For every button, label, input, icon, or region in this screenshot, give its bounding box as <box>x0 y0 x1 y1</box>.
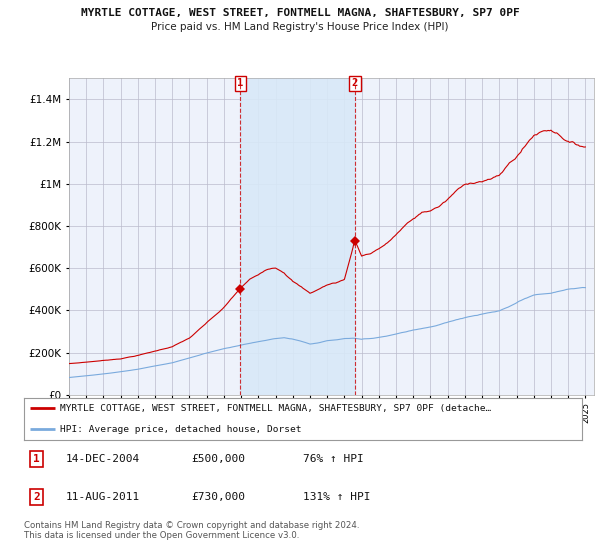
Text: 2: 2 <box>352 78 358 88</box>
Text: Price paid vs. HM Land Registry's House Price Index (HPI): Price paid vs. HM Land Registry's House … <box>151 22 449 32</box>
Text: 76% ↑ HPI: 76% ↑ HPI <box>303 454 364 464</box>
Text: 1: 1 <box>237 78 244 88</box>
Text: 14-DEC-2004: 14-DEC-2004 <box>66 454 140 464</box>
Text: 2: 2 <box>33 492 40 502</box>
Text: £730,000: £730,000 <box>191 492 245 502</box>
Bar <box>241 78 355 395</box>
Text: 11-AUG-2011: 11-AUG-2011 <box>66 492 140 502</box>
Text: MYRTLE COTTAGE, WEST STREET, FONTMELL MAGNA, SHAFTESBURY, SP7 0PF: MYRTLE COTTAGE, WEST STREET, FONTMELL MA… <box>80 8 520 18</box>
Text: 131% ↑ HPI: 131% ↑ HPI <box>303 492 371 502</box>
Text: £500,000: £500,000 <box>191 454 245 464</box>
Text: MYRTLE COTTAGE, WEST STREET, FONTMELL MAGNA, SHAFTESBURY, SP7 0PF (detache…: MYRTLE COTTAGE, WEST STREET, FONTMELL MA… <box>60 404 491 413</box>
Text: Contains HM Land Registry data © Crown copyright and database right 2024.
This d: Contains HM Land Registry data © Crown c… <box>24 521 359 540</box>
Text: HPI: Average price, detached house, Dorset: HPI: Average price, detached house, Dors… <box>60 424 302 433</box>
Text: 1: 1 <box>33 454 40 464</box>
